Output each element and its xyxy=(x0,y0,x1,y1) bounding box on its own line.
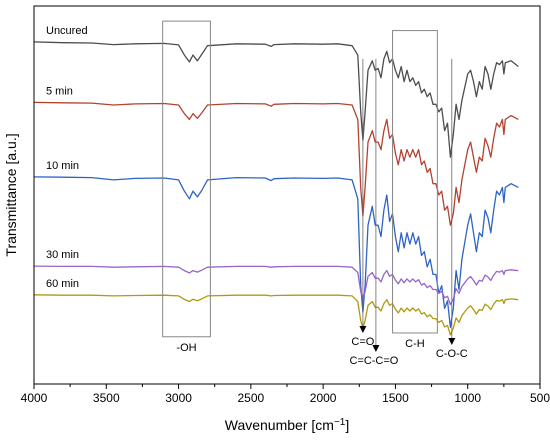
annotation-layer: -OH C-H C=O C=C-C=O C-O-C xyxy=(162,20,468,367)
series-label-10-min: 10 min xyxy=(46,160,79,172)
series-line-60-min xyxy=(33,294,519,336)
annotation-label-c-o: C=O xyxy=(351,336,374,348)
annotation-label-c-h: C-H xyxy=(405,338,425,350)
x-tick-label: 1500 xyxy=(382,391,409,405)
annotation-label-oh: -OH xyxy=(176,342,196,354)
series-label-5-min: 5 min xyxy=(46,85,73,97)
annotation-arrow-c-c-c-o xyxy=(372,345,380,352)
x-tick-label: 4000 xyxy=(21,391,48,405)
annotation-label-c-c-c-o: C=C-C=O xyxy=(349,355,398,367)
series-label-60-min: 60 min xyxy=(46,278,79,290)
x-tick-label: 500 xyxy=(530,391,550,405)
annotation-arrow-c-o-c xyxy=(448,338,456,345)
x-tick-label: 1000 xyxy=(454,391,481,405)
annotation-label-c-o-c: C-O-C xyxy=(436,348,468,360)
series-label-30-min: 30 min xyxy=(46,249,79,261)
annotation-arrow-c-o xyxy=(359,326,367,333)
series-line-30-min xyxy=(33,265,519,306)
annotation-box-c-h xyxy=(392,30,438,334)
x-axis-label: Wavenumber [cm−1] xyxy=(225,417,349,434)
series-line-5-min xyxy=(33,101,519,226)
series-line-uncured xyxy=(33,41,519,158)
series-label-uncured: Uncured xyxy=(46,25,88,37)
x-tick-label: 2000 xyxy=(310,391,337,405)
annotation-box-oh xyxy=(162,20,211,338)
series-layer: Uncured 5 min 10 min 30 min 60 min xyxy=(33,25,519,336)
x-tick-label: 2500 xyxy=(238,391,265,405)
plot-frame xyxy=(33,5,541,385)
x-tick-label: 3000 xyxy=(165,391,192,405)
y-axis-label: Transmittance [a.u.] xyxy=(3,133,19,256)
x-tick-label: 3500 xyxy=(93,391,120,405)
x-axis: 4000 3500 3000 2500 2000 1500 1000 500 xyxy=(21,384,550,405)
series-line-10-min xyxy=(33,176,519,328)
